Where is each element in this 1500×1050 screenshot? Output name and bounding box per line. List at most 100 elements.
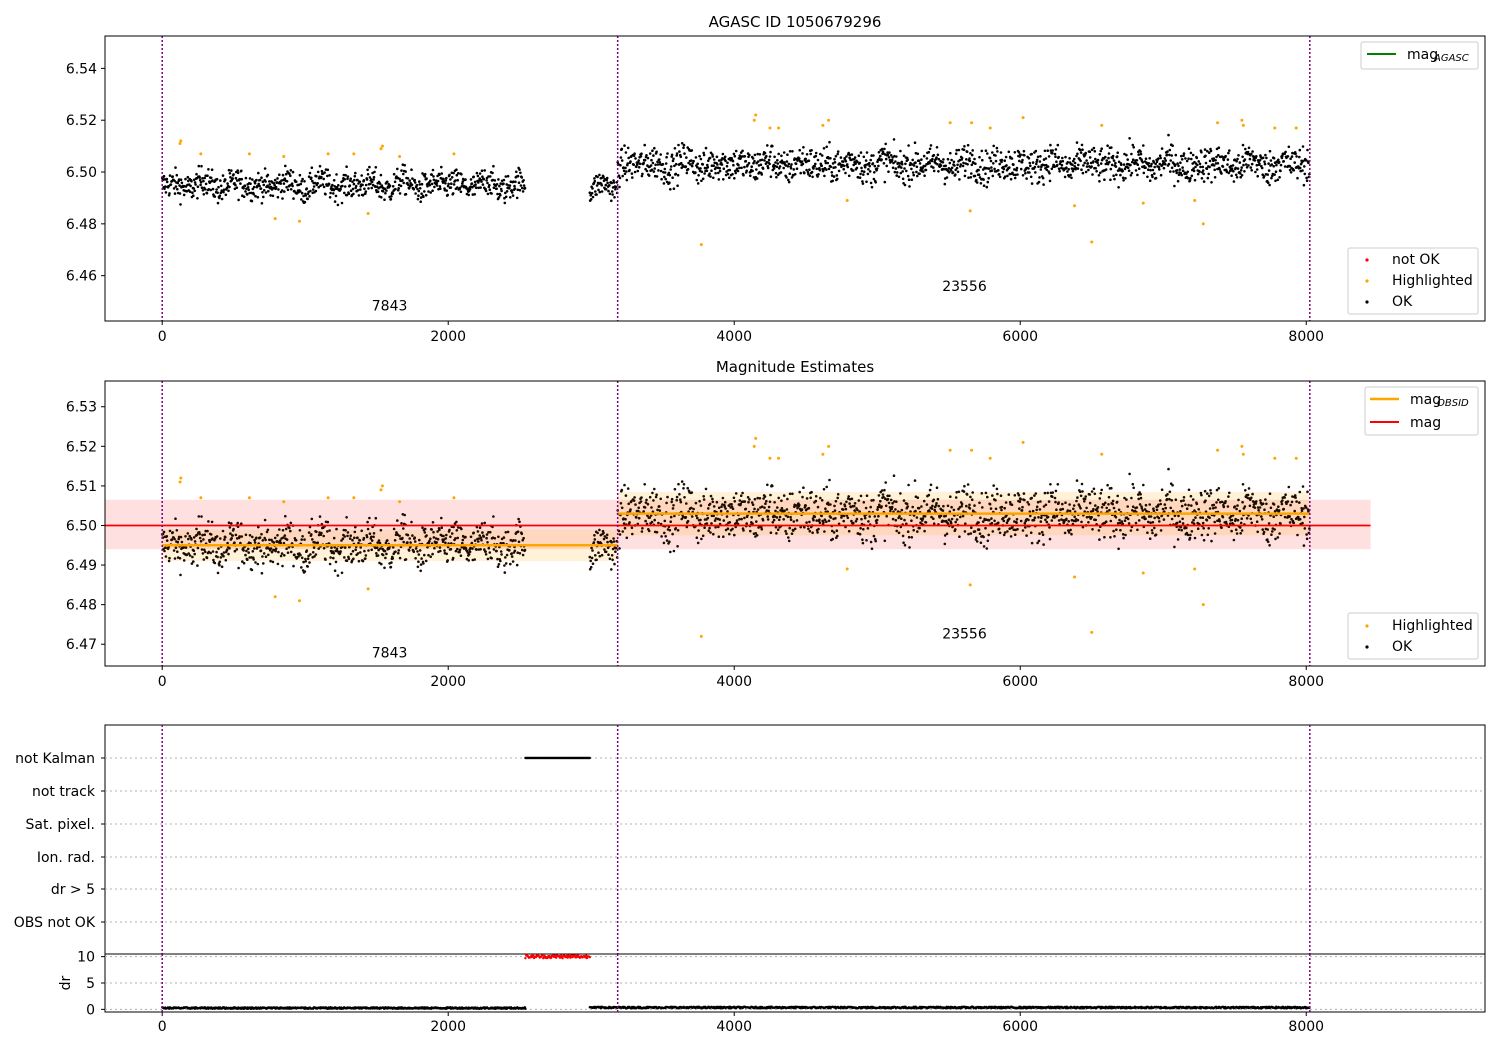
ok-point [258, 184, 261, 188]
ok-point [390, 561, 393, 564]
ok-point [829, 157, 832, 160]
ok-point [445, 533, 448, 537]
ok-point [490, 556, 493, 560]
ok-point [454, 179, 457, 182]
ok-point [734, 492, 738, 495]
ok-point [322, 534, 326, 538]
ok-point [967, 532, 970, 536]
ok-point [492, 164, 495, 168]
ok-point [495, 187, 498, 190]
ok-point [1241, 143, 1245, 147]
ok-point [222, 551, 226, 554]
ok-point [1112, 174, 1115, 177]
ok-point [981, 520, 985, 523]
ok-point [1121, 533, 1125, 536]
ok-point [869, 158, 872, 162]
ok-point [194, 183, 197, 186]
ok-point [316, 182, 320, 185]
ok-point [1241, 500, 1244, 504]
ok-point [885, 164, 888, 168]
ok-point [236, 169, 239, 172]
ok-point [1107, 152, 1111, 155]
ok-point [281, 197, 284, 200]
ok-point [1117, 186, 1120, 189]
ok-point [1037, 516, 1040, 519]
ok-point [694, 156, 698, 159]
ok-point [517, 540, 521, 544]
ok-point [768, 162, 771, 166]
ok-point [1224, 154, 1227, 158]
ok-point [292, 564, 295, 568]
ok-point [369, 182, 372, 186]
ok-point [844, 160, 848, 163]
ok-point [850, 519, 853, 523]
ok-point [197, 164, 201, 168]
ok-point [479, 536, 483, 539]
ok-point [353, 530, 357, 534]
ok-point [343, 185, 347, 188]
ok-point [318, 515, 322, 518]
ok-point [1122, 536, 1125, 540]
ok-point [230, 169, 233, 172]
ok-point [608, 557, 612, 561]
ok-point [345, 193, 349, 197]
ok-point [1116, 151, 1119, 154]
ok-point [191, 555, 194, 559]
ok-point [723, 500, 727, 504]
ok-point [351, 549, 355, 553]
ok-point [956, 163, 959, 167]
ok-point [372, 175, 376, 179]
ok-point [1182, 496, 1186, 499]
ok-point [829, 165, 833, 169]
ok-point [624, 494, 628, 497]
ok-point [284, 527, 288, 531]
ok-point [345, 165, 348, 168]
ok-point [362, 179, 366, 182]
ok-point [754, 532, 758, 535]
ok-point [648, 152, 652, 155]
ok-point [816, 175, 819, 178]
ok-point [285, 186, 288, 189]
ok-point [187, 179, 190, 183]
ok-point [1208, 159, 1212, 163]
ok-point [165, 539, 169, 542]
ok-point [832, 175, 836, 178]
ok-point [1034, 171, 1037, 174]
ok-point [228, 172, 232, 175]
ok-point [310, 176, 313, 180]
ok-point [755, 534, 759, 537]
ok-point [1288, 521, 1292, 524]
ok-point [834, 499, 838, 503]
ok-point [855, 166, 859, 170]
ok-point [1306, 508, 1310, 511]
ok-point [1202, 527, 1205, 530]
ok-point [1111, 156, 1114, 160]
ok-point [1139, 150, 1142, 153]
ok-point [200, 164, 203, 168]
ok-point [199, 181, 203, 184]
ok-point [823, 530, 826, 533]
ok-point [817, 173, 820, 176]
ok-point [163, 549, 166, 553]
ok-point [523, 186, 527, 190]
ok-point [959, 515, 962, 519]
ok-point [340, 571, 344, 575]
ok-point [977, 528, 981, 531]
ok-point [1265, 156, 1268, 160]
ok-point [1158, 168, 1161, 171]
ok-point [215, 188, 218, 191]
ok-point [450, 182, 453, 185]
ok-point [354, 184, 358, 188]
ok-point [1284, 150, 1287, 154]
ok-point [639, 155, 643, 158]
ok-point [286, 188, 290, 192]
ok-point [969, 495, 972, 499]
ok-point [999, 494, 1003, 498]
ok-point [304, 557, 307, 561]
ok-point [721, 152, 725, 156]
ok-point [1200, 177, 1204, 180]
ok-point [702, 498, 706, 501]
highlighted-point [821, 123, 825, 127]
ok-point [760, 528, 764, 531]
highlighted-point [777, 126, 781, 130]
